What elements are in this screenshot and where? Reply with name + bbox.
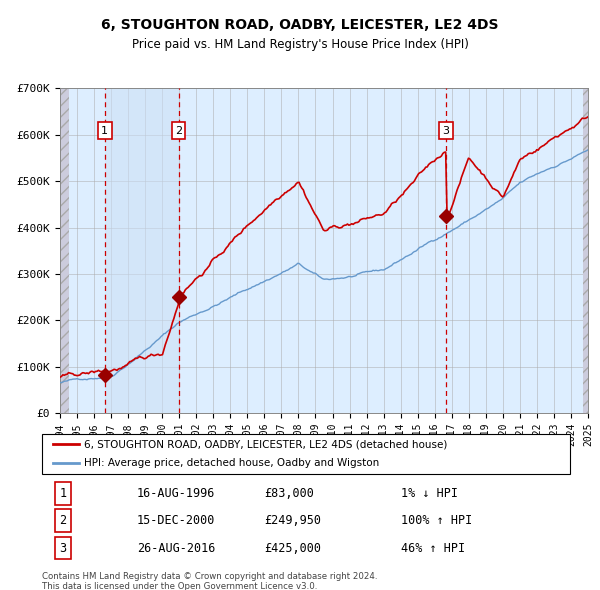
- Text: £83,000: £83,000: [264, 487, 314, 500]
- Text: 6, STOUGHTON ROAD, OADBY, LEICESTER, LE2 4DS: 6, STOUGHTON ROAD, OADBY, LEICESTER, LE2…: [101, 18, 499, 32]
- Text: 1% ↓ HPI: 1% ↓ HPI: [401, 487, 458, 500]
- Text: 46% ↑ HPI: 46% ↑ HPI: [401, 542, 465, 555]
- Text: 26-AUG-2016: 26-AUG-2016: [137, 542, 215, 555]
- Text: 3: 3: [59, 542, 67, 555]
- Text: 16-AUG-1996: 16-AUG-1996: [137, 487, 215, 500]
- Bar: [60, 88, 68, 413]
- Bar: [105, 88, 179, 413]
- Text: 2: 2: [59, 514, 67, 527]
- Text: 1: 1: [59, 487, 67, 500]
- Text: Contains HM Land Registry data © Crown copyright and database right 2024.: Contains HM Land Registry data © Crown c…: [42, 572, 377, 581]
- Text: £249,950: £249,950: [264, 514, 321, 527]
- FancyBboxPatch shape: [42, 434, 570, 474]
- Text: 15-DEC-2000: 15-DEC-2000: [137, 514, 215, 527]
- Bar: [583, 88, 588, 413]
- Text: 1: 1: [101, 126, 108, 136]
- Text: £425,000: £425,000: [264, 542, 321, 555]
- Text: Price paid vs. HM Land Registry's House Price Index (HPI): Price paid vs. HM Land Registry's House …: [131, 38, 469, 51]
- Text: 3: 3: [442, 126, 449, 136]
- Text: HPI: Average price, detached house, Oadby and Wigston: HPI: Average price, detached house, Oadb…: [84, 458, 379, 468]
- Text: This data is licensed under the Open Government Licence v3.0.: This data is licensed under the Open Gov…: [42, 582, 317, 590]
- Text: 2: 2: [175, 126, 182, 136]
- Text: 6, STOUGHTON ROAD, OADBY, LEICESTER, LE2 4DS (detached house): 6, STOUGHTON ROAD, OADBY, LEICESTER, LE2…: [84, 440, 448, 450]
- Text: 100% ↑ HPI: 100% ↑ HPI: [401, 514, 472, 527]
